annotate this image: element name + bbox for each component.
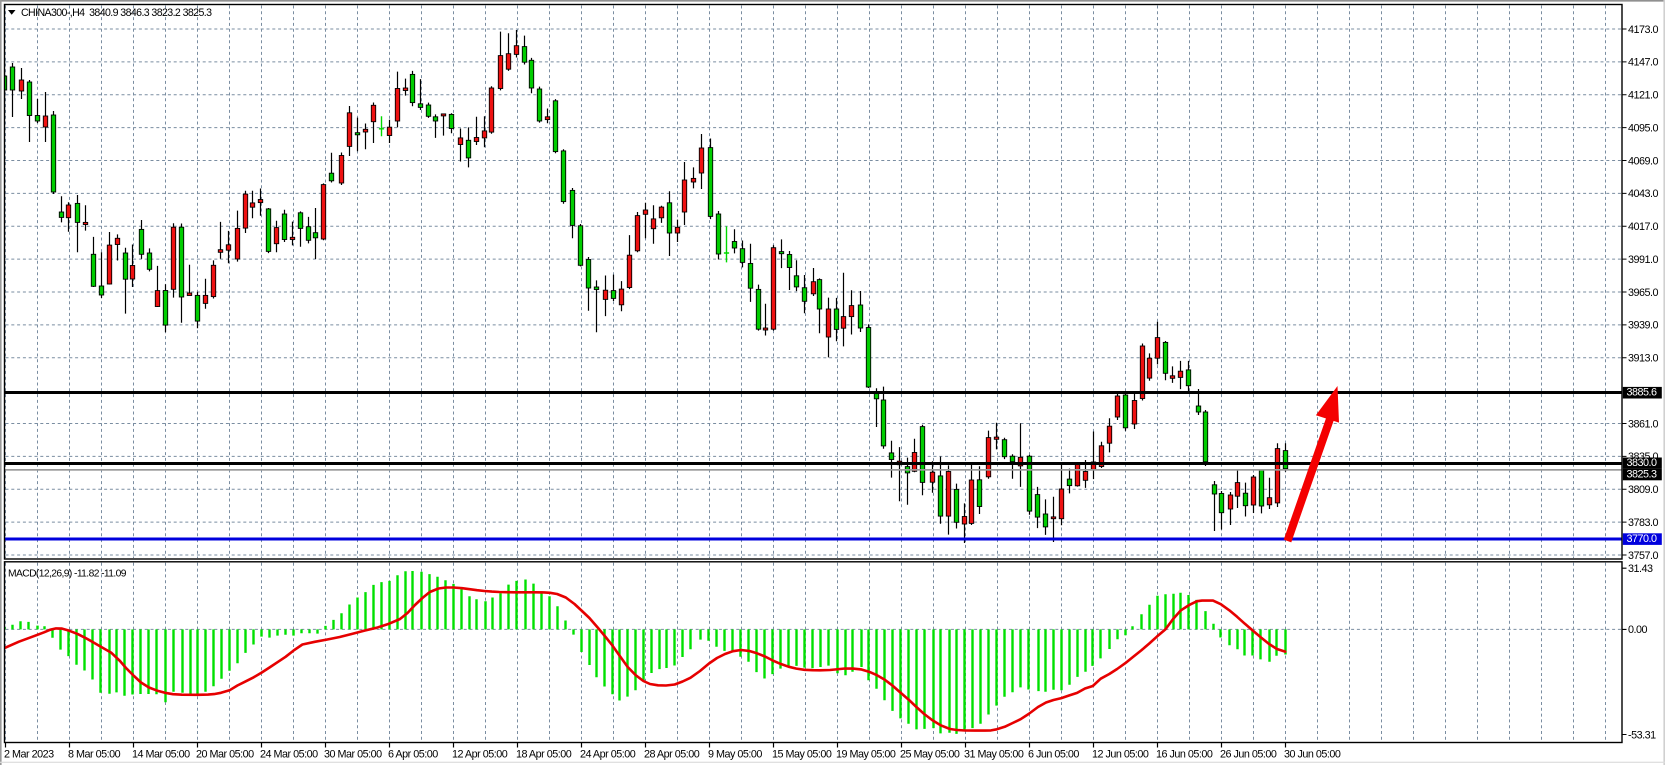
svg-text:15 May 05:00: 15 May 05:00: [772, 749, 832, 761]
svg-text:18 Apr 05:00: 18 Apr 05:00: [516, 749, 572, 761]
svg-text:25 May 05:00: 25 May 05:00: [900, 749, 960, 761]
svg-text:3825.3: 3825.3: [1627, 469, 1658, 481]
svg-text:31.43: 31.43: [1628, 563, 1653, 575]
svg-text:12 Jun 05:00: 12 Jun 05:00: [1092, 749, 1149, 761]
svg-text:3809.0: 3809.0: [1628, 484, 1659, 496]
svg-text:3770.0: 3770.0: [1627, 533, 1658, 545]
svg-text:CHINA300-,H4 3840.9 3846.3 38: CHINA300-,H4 3840.9 3846.3 3823.2 3825.3: [21, 7, 212, 19]
svg-text:3885.6: 3885.6: [1627, 387, 1658, 399]
svg-text:9 May 05:00: 9 May 05:00: [708, 749, 762, 761]
svg-text:4069.0: 4069.0: [1628, 155, 1659, 167]
svg-text:2 Mar 2023: 2 Mar 2023: [4, 749, 54, 761]
svg-text:28 Apr 05:00: 28 Apr 05:00: [644, 749, 700, 761]
svg-text:8 Mar 05:00: 8 Mar 05:00: [68, 749, 121, 761]
svg-text:4017.0: 4017.0: [1628, 221, 1659, 233]
svg-text:30 Jun 05:00: 30 Jun 05:00: [1284, 749, 1341, 761]
svg-text:14 Mar 05:00: 14 Mar 05:00: [132, 749, 190, 761]
svg-text:31 May 05:00: 31 May 05:00: [964, 749, 1024, 761]
svg-text:3861.0: 3861.0: [1628, 418, 1659, 430]
svg-text:3757.0: 3757.0: [1628, 550, 1659, 562]
svg-text:4173.0: 4173.0: [1628, 24, 1659, 36]
svg-text:20 Mar 05:00: 20 Mar 05:00: [196, 749, 254, 761]
svg-text:30 Mar 05:00: 30 Mar 05:00: [324, 749, 382, 761]
svg-text:MACD(12,26,9) -11.82 -11.09: MACD(12,26,9) -11.82 -11.09: [8, 569, 127, 580]
svg-text:4147.0: 4147.0: [1628, 57, 1659, 69]
svg-text:4043.0: 4043.0: [1628, 188, 1659, 200]
svg-text:3965.0: 3965.0: [1628, 287, 1659, 299]
svg-text:3939.0: 3939.0: [1628, 320, 1659, 332]
svg-text:12 Apr 05:00: 12 Apr 05:00: [452, 749, 508, 761]
svg-text:0.00: 0.00: [1628, 624, 1648, 636]
svg-text:3991.0: 3991.0: [1628, 254, 1659, 266]
svg-text:3783.0: 3783.0: [1628, 517, 1659, 529]
svg-text:4121.0: 4121.0: [1628, 90, 1659, 102]
svg-text:-53.31: -53.31: [1628, 730, 1656, 742]
svg-text:24 Apr 05:00: 24 Apr 05:00: [580, 749, 636, 761]
svg-text:6 Apr 05:00: 6 Apr 05:00: [388, 749, 438, 761]
svg-text:16 Jun 05:00: 16 Jun 05:00: [1156, 749, 1213, 761]
svg-text:3830.0: 3830.0: [1627, 457, 1658, 469]
svg-text:19 May 05:00: 19 May 05:00: [836, 749, 896, 761]
svg-text:24 Mar 05:00: 24 Mar 05:00: [260, 749, 318, 761]
svg-text:3913.0: 3913.0: [1628, 353, 1659, 365]
svg-text:26 Jun 05:00: 26 Jun 05:00: [1220, 749, 1277, 761]
svg-text:6 Jun 05:00: 6 Jun 05:00: [1028, 749, 1079, 761]
svg-text:4095.0: 4095.0: [1628, 122, 1659, 134]
